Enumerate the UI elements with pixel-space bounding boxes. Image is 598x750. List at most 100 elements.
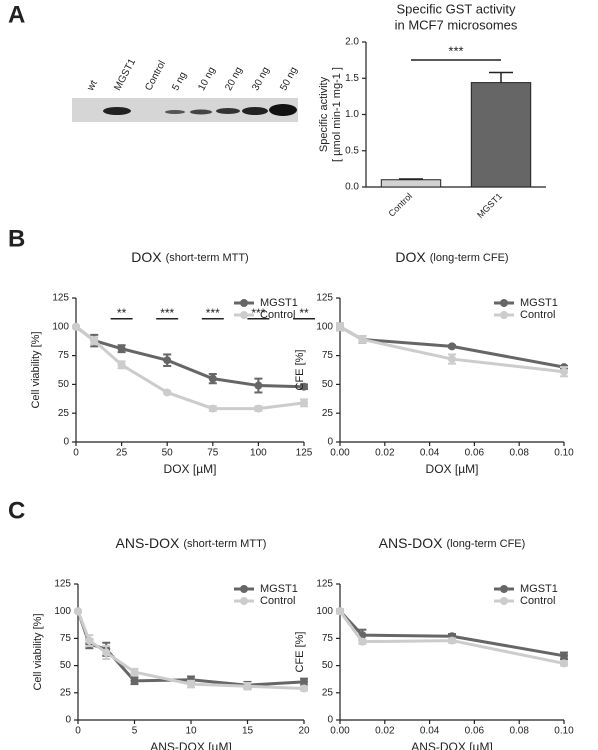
- lane-label: 5 ng: [170, 70, 189, 92]
- data-point: [208, 374, 217, 383]
- significance-label: ***: [448, 43, 463, 58]
- y-axis-label: Cell viability [%]: [32, 613, 44, 690]
- data-point: [208, 404, 217, 413]
- chart-title-main: DOX: [131, 249, 162, 265]
- blot-band: [242, 107, 268, 115]
- x-tick-label: 100: [250, 448, 267, 459]
- lane-label: 30 ng: [250, 65, 271, 92]
- y-tick-label: 75: [322, 633, 334, 644]
- y-tick-label: 50: [60, 660, 72, 671]
- blot-band: [190, 109, 212, 115]
- data-point: [187, 680, 195, 689]
- chart-title: in MCF7 microsomes: [395, 17, 518, 32]
- y-tick-label: 0: [63, 437, 69, 448]
- significance-label: ***: [206, 306, 220, 320]
- data-point: [254, 404, 263, 413]
- data-point: [448, 636, 456, 645]
- data-point: [102, 648, 111, 657]
- y-axis-label: CFE [%]: [294, 350, 306, 391]
- x-tick-label: 0.02: [375, 448, 395, 459]
- y-tick-label: 1.0: [345, 109, 359, 120]
- series-line: [76, 610, 305, 687]
- blot-band: [103, 107, 131, 115]
- series-line: [75, 325, 305, 411]
- data-point: [448, 342, 456, 351]
- data-point: [243, 682, 252, 691]
- legend-marker: [500, 585, 508, 593]
- data-point: [117, 360, 126, 369]
- x-axis-label: DOX [µM]: [426, 462, 479, 476]
- x-axis-label: ANS-DOX [µM]: [411, 740, 493, 750]
- chart-title: DOX (long-term CFE): [395, 249, 508, 265]
- data-point: [163, 356, 172, 365]
- data-point: [163, 388, 172, 397]
- series-line: [75, 325, 305, 389]
- y-tick-label: 2.0: [345, 37, 359, 48]
- significance-label: **: [299, 306, 309, 320]
- data-point: [358, 637, 367, 646]
- x-tick-label: 125: [296, 448, 313, 459]
- legend-marker: [500, 597, 508, 605]
- x-tick-label: 0.04: [420, 448, 440, 459]
- chart-title: ANS-DOX (long-term CFE): [379, 535, 526, 551]
- data-point: [85, 636, 94, 645]
- y-tick-label: 25: [322, 687, 334, 698]
- data-point: [300, 684, 308, 693]
- lane-label: Control: [143, 59, 168, 93]
- x-tick-label: 20: [298, 726, 310, 737]
- chart-subtitle: (long-term CFE): [446, 538, 525, 550]
- series-line: [339, 325, 565, 374]
- significance-label: ***: [251, 306, 265, 320]
- significance-label: ***: [160, 306, 174, 320]
- legend-label: MGST1: [520, 583, 558, 595]
- chart-subtitle: (short-term MTT): [166, 252, 249, 264]
- data-point: [130, 668, 139, 677]
- x-tick-label: 0.04: [420, 726, 440, 737]
- y-tick-label: 100: [52, 321, 69, 332]
- y-tick-label: 125: [54, 579, 71, 590]
- data-point: [560, 651, 568, 660]
- series-line: [338, 610, 565, 665]
- legend-label: MGST1: [260, 297, 298, 309]
- x-tick-label: MGST1: [475, 191, 504, 220]
- x-tick-label: 0: [73, 448, 79, 459]
- x-tick-label: Control: [387, 191, 415, 219]
- data-point: [74, 607, 82, 616]
- panel-label: A: [8, 1, 25, 28]
- panel-label: C: [8, 497, 25, 524]
- x-tick-label: 25: [116, 448, 128, 459]
- data-point: [358, 335, 367, 344]
- legend-marker: [240, 299, 248, 307]
- legend-marker: [240, 585, 248, 593]
- y-tick-label: 125: [52, 293, 69, 304]
- blot-band: [165, 110, 185, 114]
- data-point: [254, 381, 263, 390]
- chart-subtitle: (long-term CFE): [430, 252, 509, 264]
- x-tick-label: 0.02: [375, 726, 395, 737]
- y-tick-label: 75: [60, 633, 72, 644]
- data-point: [448, 355, 456, 364]
- x-tick-label: 0.10: [554, 448, 574, 459]
- y-tick-label: 0.5: [345, 145, 359, 156]
- legend-marker: [500, 311, 508, 319]
- legend-label: Control: [520, 595, 555, 607]
- y-tick-label: 0.0: [345, 182, 359, 193]
- x-tick-label: 5: [132, 726, 138, 737]
- y-axis-label: Specific activity: [318, 76, 330, 152]
- y-tick-label: 50: [322, 660, 334, 671]
- data-point: [130, 676, 139, 685]
- chart-title: DOX (short-term MTT): [131, 249, 248, 265]
- x-tick-label: 50: [162, 448, 174, 459]
- bar: [470, 82, 532, 188]
- y-tick-label: 0: [65, 715, 71, 726]
- x-tick-label: 0.00: [330, 448, 350, 459]
- y-tick-label: 0: [327, 715, 333, 726]
- y-tick-label: 100: [316, 606, 333, 617]
- significance-label: **: [117, 306, 127, 320]
- y-axis-label: [ µmol min-1 mg-1 ]: [331, 67, 343, 162]
- y-tick-label: 0: [327, 437, 333, 448]
- x-tick-label: 75: [207, 448, 219, 459]
- legend-label: Control: [520, 309, 555, 321]
- x-tick-label: 0: [75, 726, 81, 737]
